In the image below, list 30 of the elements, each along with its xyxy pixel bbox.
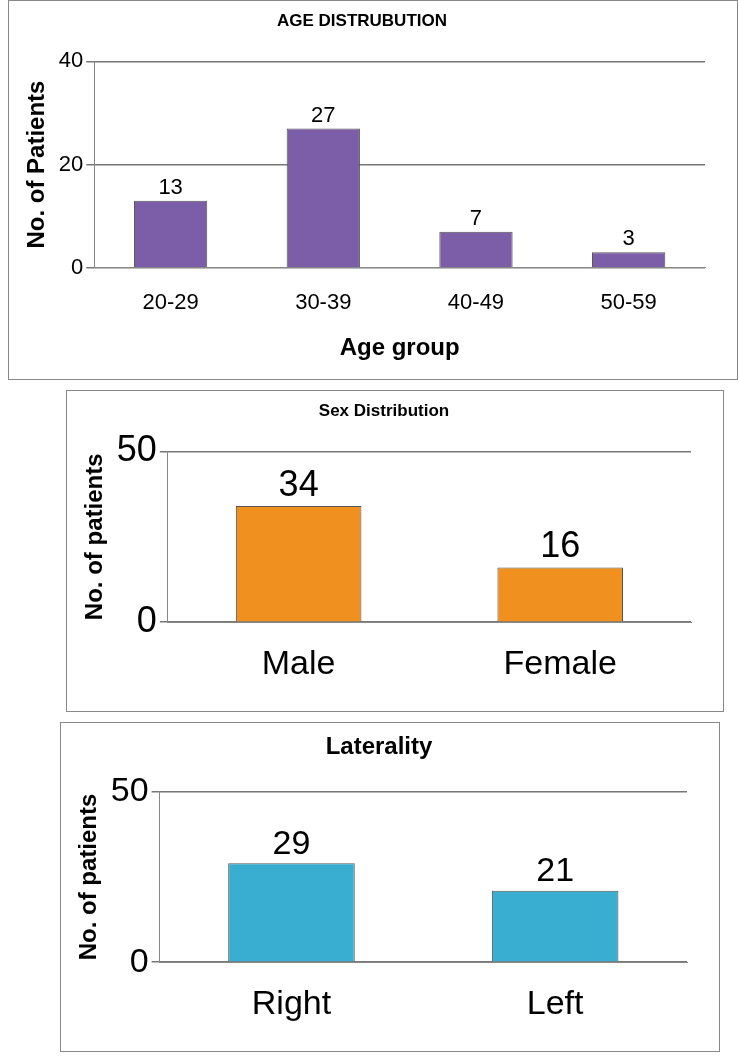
y-tick-label: 0 <box>71 253 84 279</box>
data-label: 7 <box>469 204 483 230</box>
data-label: 21 <box>536 850 575 889</box>
x-tick-label: Right <box>251 982 332 1021</box>
data-label: 27 <box>311 101 336 127</box>
data-label: 29 <box>272 822 311 861</box>
x-tick-label: Female <box>503 642 617 681</box>
x-tick-label: Left <box>526 982 585 1021</box>
data-label: 13 <box>158 173 183 199</box>
x-axis-title: Age group <box>339 333 460 361</box>
y-tick-label: 0 <box>129 940 149 979</box>
y-axis-title: No. of patients <box>74 793 102 961</box>
x-tick-label: 50-59 <box>600 289 657 315</box>
x-tick-label: 30-39 <box>295 289 352 315</box>
chart-title: Sex Distribution <box>318 400 450 420</box>
y-axis-title: No. of Patients <box>22 80 50 249</box>
chart-title: Laterality <box>325 732 433 760</box>
y-tick-label: 0 <box>136 599 157 641</box>
y-tick-label: 20 <box>58 150 84 176</box>
chart-title: AGE DISTRUBUTION <box>277 10 447 30</box>
data-label: 34 <box>278 462 319 504</box>
data-label: 16 <box>540 524 581 566</box>
y-tick-label: 50 <box>110 770 149 809</box>
data-label: 3 <box>622 225 635 251</box>
x-tick-label: 20-29 <box>142 289 199 315</box>
x-tick-label: Male <box>261 642 336 681</box>
y-axis-title: No. of patients <box>80 453 108 621</box>
y-tick-label: 40 <box>58 47 84 73</box>
x-tick-label: 40-49 <box>447 289 505 315</box>
y-tick-label: 50 <box>116 428 157 470</box>
